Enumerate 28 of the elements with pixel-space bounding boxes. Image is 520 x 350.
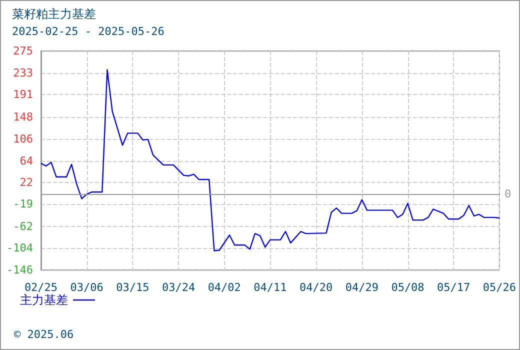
legend-label: 主力基差 — [20, 293, 68, 307]
x-tick-label: 02/25 — [24, 281, 58, 294]
x-tick-label: 03/06 — [70, 281, 104, 294]
x-tick-label: 04/20 — [300, 281, 333, 294]
ref-line-label: 0 — [504, 188, 512, 201]
y-tick-label: 233 — [13, 66, 33, 80]
chart-title: 菜籽粕主力基差 — [12, 7, 96, 21]
x-tick-label: 04/29 — [345, 281, 378, 294]
line-series — [40, 69, 500, 252]
x-tick-label: 04/02 — [208, 281, 241, 294]
x-tick-label: 05/08 — [391, 281, 424, 294]
y-tick-label: 22 — [20, 176, 33, 190]
x-tick-label: 03/15 — [116, 281, 150, 294]
y-tick-label: -19 — [13, 197, 33, 210]
y-tick-label: 148 — [13, 110, 33, 124]
x-tick-label: 04/11 — [254, 281, 287, 294]
x-tick-label: 05/17 — [437, 281, 470, 294]
y-tick-label: -62 — [13, 220, 33, 233]
chart-subtitle: 2025-02-25 - 2025-05-26 — [12, 25, 164, 38]
text: © 2025.06 — [14, 328, 74, 341]
x-tick-label: 05/26 — [482, 281, 516, 294]
y-tick-label: -146 — [6, 264, 33, 276]
y-tick-label: 106 — [13, 132, 33, 146]
y-tick-label: 191 — [13, 88, 33, 102]
x-tick-label: 03/24 — [162, 281, 196, 294]
y-tick-label: 275 — [13, 44, 33, 58]
y-tick-label: 64 — [20, 154, 34, 168]
y-tick-label: -104 — [6, 242, 34, 255]
